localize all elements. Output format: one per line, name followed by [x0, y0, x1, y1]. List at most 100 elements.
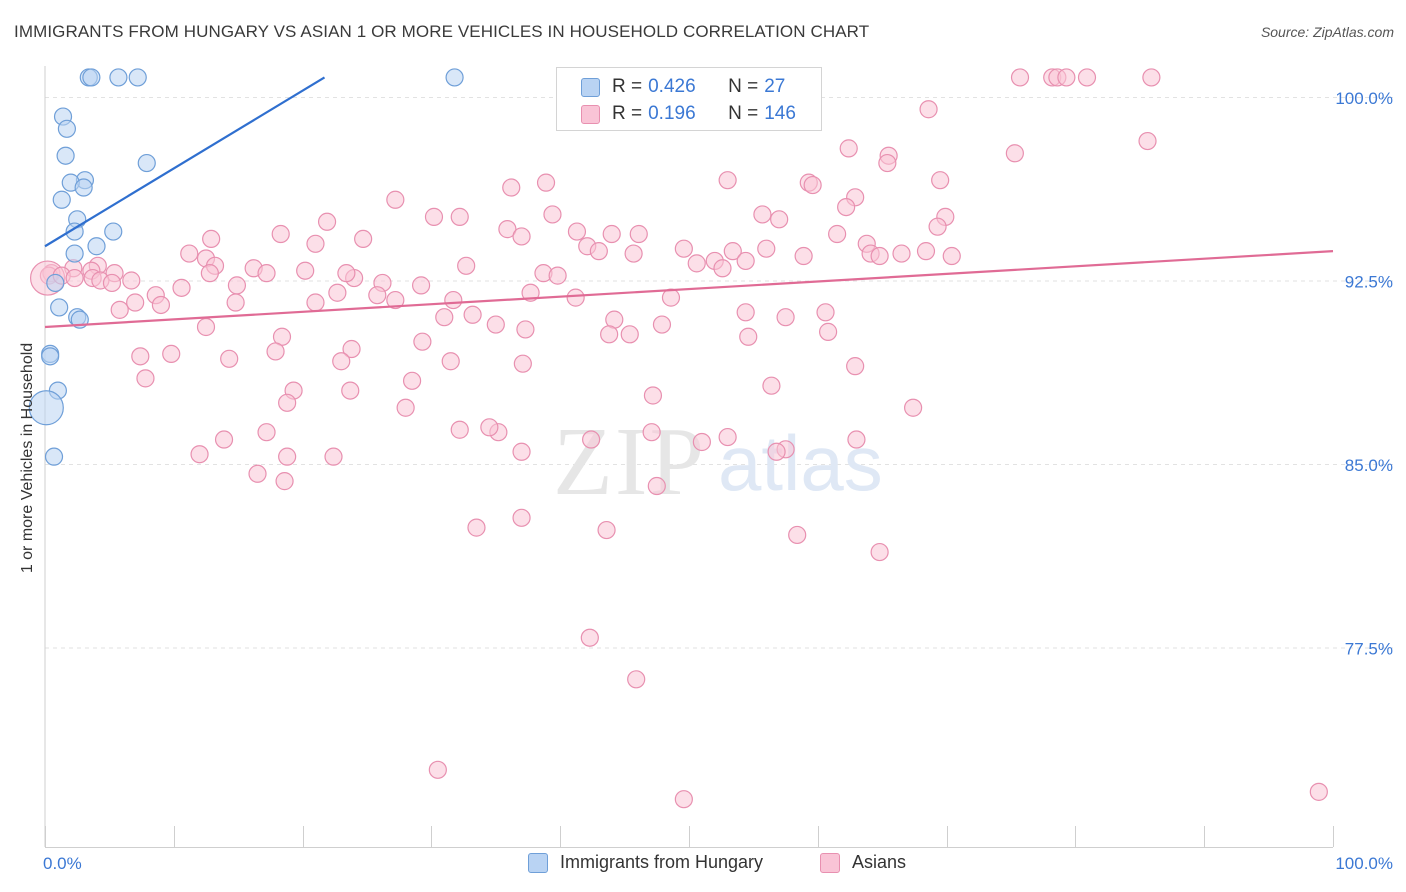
asians-point [904, 398, 923, 417]
asians-point [892, 244, 911, 263]
hungary-point [109, 68, 128, 87]
asians-point [467, 518, 486, 537]
asians-point [674, 239, 693, 258]
hungary-point [44, 447, 64, 466]
asians-point [627, 670, 646, 689]
asians-point [1057, 68, 1076, 87]
legend-row-hungary: R = 0.426 N = 27 [581, 75, 785, 99]
asians-point [803, 175, 822, 195]
hungary-point [28, 390, 64, 426]
asians-point [629, 224, 648, 244]
legend-stats: R = 0.426 N = 27 R = 0.196 N = 146 [556, 67, 822, 131]
asians-point [597, 520, 616, 540]
hungary-points [28, 68, 464, 466]
asians-point [723, 242, 742, 261]
n-value: 27 [764, 76, 786, 97]
asians-point [819, 322, 838, 341]
asians-point [512, 508, 531, 527]
asians-point [580, 628, 599, 647]
asians-point [463, 305, 482, 324]
r-value: 0.426 [648, 76, 696, 97]
asians-point [248, 464, 267, 483]
asians-point [788, 525, 807, 545]
asians-point [718, 171, 737, 190]
asians-point [753, 205, 772, 224]
asians-point [196, 317, 216, 337]
asians-point [480, 418, 499, 437]
asians-point [306, 293, 325, 312]
source-credit: Source: ZipAtlas.com [1260, 24, 1394, 40]
asians-point [368, 286, 387, 305]
asians-point [257, 264, 276, 283]
asians-point [110, 300, 129, 319]
asians-point [916, 242, 936, 261]
asians-point [1309, 782, 1328, 801]
hungary-point [82, 68, 101, 87]
asians-point [354, 229, 373, 249]
asians-point [582, 430, 601, 449]
asians-point [296, 261, 315, 280]
asians-point [136, 369, 155, 388]
chart-title: IMMIGRANTS FROM HUNGARY VS ASIAN 1 OR MO… [14, 22, 870, 41]
legend-swatch-asians [581, 104, 600, 124]
hungary-point [65, 244, 84, 263]
y-tick-label: 92.5% [1345, 273, 1393, 292]
asians-point [306, 234, 325, 253]
asians-point [220, 349, 239, 368]
n-label: N = [728, 76, 759, 97]
legend-swatch-hungary [528, 852, 548, 873]
hungary-trend-line [44, 76, 326, 248]
asians-point [328, 283, 347, 302]
legend-item-asians[interactable]: Asians [820, 852, 906, 873]
asians-point [931, 171, 950, 190]
asians-point [566, 288, 585, 307]
watermark-zip: ZIP [553, 408, 706, 516]
legend-series: Immigrants from Hungary Asians [0, 852, 1406, 878]
asians-point [102, 273, 122, 293]
hungary-point [46, 273, 65, 293]
asians-point [521, 283, 540, 302]
y-tick-label: 100.0% [1335, 89, 1393, 108]
asians-point [870, 246, 889, 266]
asians-point [180, 244, 199, 263]
asians-point [602, 224, 621, 244]
asians-point [202, 229, 221, 249]
asians-point [736, 251, 755, 271]
asians-point [190, 445, 209, 464]
asians-point [411, 276, 431, 295]
hungary-point [87, 237, 106, 256]
asians-point [450, 207, 469, 226]
hungary-point [65, 222, 84, 241]
legend-swatch-hungary [581, 77, 600, 97]
asians-point [386, 190, 405, 209]
asians-point [839, 139, 858, 158]
asians-point [1138, 131, 1157, 151]
asians-point [413, 332, 432, 351]
asians-point [402, 371, 422, 390]
asians-point [942, 246, 961, 266]
asians-point [126, 293, 145, 312]
asians-point [600, 325, 619, 344]
asians-point [762, 376, 781, 395]
asians-point [567, 222, 587, 241]
asians-point [498, 220, 517, 239]
asians-point [317, 212, 337, 231]
asians-point [396, 398, 415, 417]
asians-trend-line [44, 250, 1334, 329]
asians-point [647, 476, 666, 496]
trend-lines [44, 76, 1334, 329]
legend-item-hungary[interactable]: Immigrants from Hungary [528, 852, 763, 873]
asians-point [1005, 144, 1024, 163]
asians-point [266, 342, 285, 361]
n-label: N = [728, 103, 759, 124]
asians-point [324, 447, 343, 466]
asians-point [435, 308, 454, 327]
asians-point [172, 278, 191, 297]
r-value: 0.196 [648, 103, 696, 124]
asians-point [227, 276, 247, 295]
asians-point [736, 303, 755, 322]
asians-point [1142, 68, 1161, 87]
asians-point [674, 790, 693, 809]
x-tick-label: 0.0% [43, 854, 82, 873]
